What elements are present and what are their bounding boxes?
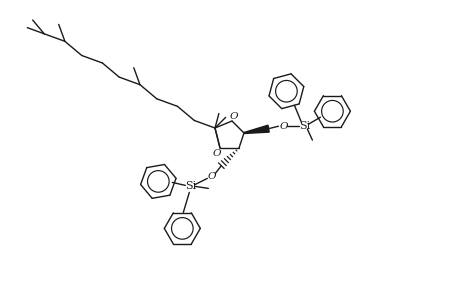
Text: Si: Si (298, 121, 309, 131)
Text: O: O (229, 112, 238, 121)
Polygon shape (243, 125, 269, 134)
Text: O: O (207, 172, 216, 181)
Text: Si: Si (185, 182, 196, 191)
Text: O: O (279, 122, 287, 131)
Text: O: O (212, 148, 221, 158)
